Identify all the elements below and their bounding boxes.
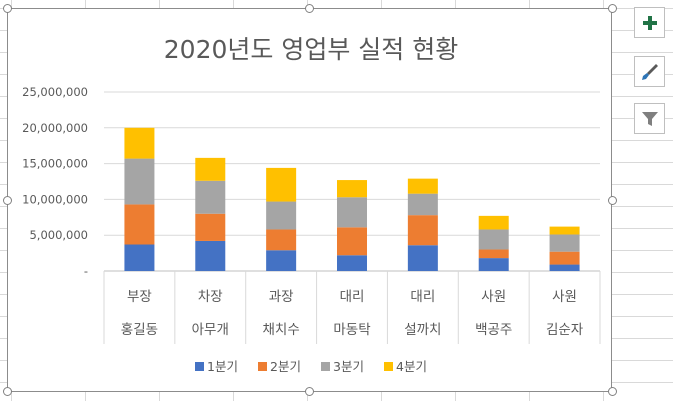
category-rank-label: 과장 — [269, 289, 294, 305]
bar-segment — [337, 255, 367, 271]
legend-swatch — [384, 362, 393, 371]
category-name-label: 설까치 — [404, 322, 441, 338]
resize-handle-top[interactable] — [305, 4, 314, 13]
bar-segment — [266, 201, 297, 230]
bar-segment — [124, 158, 155, 205]
bar-segment — [195, 180, 226, 214]
category-name-label: 백공주 — [475, 322, 512, 338]
chart-area[interactable] — [7, 8, 612, 392]
legend-label: 2분기 — [270, 359, 301, 374]
bar-segment — [195, 213, 226, 241]
y-tick-label: - — [84, 264, 88, 278]
category-rank-label: 차장 — [198, 289, 223, 305]
legend-label: 1분기 — [207, 359, 238, 374]
legend-swatch — [321, 362, 330, 371]
bar-segment — [124, 204, 155, 245]
category-name-label: 채치수 — [263, 322, 300, 338]
bar-segment — [195, 157, 226, 181]
legend-label: 4분기 — [396, 359, 427, 374]
resize-handle-bottom[interactable] — [305, 387, 314, 396]
bar-segment — [337, 180, 367, 198]
category-name-label: 아무개 — [192, 322, 229, 338]
legend-label: 3분기 — [333, 359, 364, 374]
resize-handle-top-left[interactable] — [3, 4, 12, 13]
category-rank-label: 사원 — [552, 289, 577, 305]
bar-segment — [407, 178, 438, 194]
bar-segment — [195, 240, 226, 271]
y-tick-label: 20,000,000 — [22, 121, 88, 135]
category-name-label: 마동탁 — [333, 322, 370, 338]
resize-handle-top-right[interactable] — [608, 4, 617, 13]
category-name-label: 김순자 — [546, 322, 584, 338]
bar-segment — [124, 244, 155, 271]
bar-segment — [549, 251, 580, 265]
resize-handle-right[interactable] — [608, 196, 617, 205]
category-rank-label: 부장 — [127, 289, 152, 305]
y-tick-label: 25,000,000 — [22, 85, 88, 99]
resize-handle-bottom-left[interactable] — [3, 387, 12, 396]
bar-segment — [478, 258, 509, 271]
category-name-label: 홍길동 — [121, 322, 158, 338]
bar-segment — [478, 249, 509, 259]
resize-handle-left[interactable] — [3, 196, 12, 205]
bar-segment — [549, 234, 580, 252]
resize-handle-bottom-right[interactable] — [608, 387, 617, 396]
bar-segment — [549, 264, 580, 271]
legend-swatch — [258, 362, 267, 371]
legend-swatch — [195, 362, 204, 371]
bar-segment — [407, 245, 438, 271]
bar-segment — [478, 215, 509, 230]
bar-segment — [407, 215, 438, 246]
chart-styles-button[interactable] — [634, 56, 665, 87]
brush-icon — [641, 63, 658, 80]
chart-filters-button[interactable] — [634, 103, 665, 134]
bar-segment — [266, 167, 297, 202]
bar-segment — [407, 193, 438, 216]
y-tick-label: 10,000,000 — [22, 192, 88, 206]
chart-elements-button[interactable] — [634, 7, 665, 38]
filter-icon — [641, 111, 658, 126]
bar-segment — [266, 229, 297, 251]
bar-segment — [266, 250, 297, 271]
bar-segment — [124, 127, 155, 159]
y-tick-label: 5,000,000 — [29, 228, 88, 242]
category-rank-label: 사원 — [481, 289, 506, 305]
category-rank-label: 대리 — [410, 289, 435, 305]
plus-icon — [642, 15, 657, 30]
y-tick-label: 15,000,000 — [22, 157, 88, 171]
bar-segment — [337, 227, 367, 256]
bar-segment — [337, 197, 367, 228]
category-rank-label: 대리 — [340, 289, 365, 305]
bar-segment — [478, 229, 509, 250]
bar-segment — [549, 226, 580, 235]
chart-title: 2020년도 영업부 실적 현황 — [164, 35, 458, 64]
